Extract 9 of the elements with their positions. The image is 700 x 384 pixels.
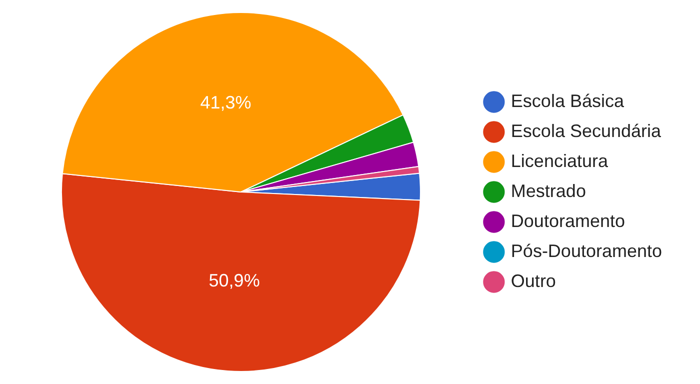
data-label: 50,9% [208,270,260,290]
legend-label: Outro [510,270,556,291]
legend-label: Escola Básica [510,90,625,111]
data-label: 41,3% [200,92,252,113]
legend-label: Escola Secundária [510,120,662,141]
legend-label: Licenciatura [510,150,609,171]
legend-label: Pós-Doutoramento [510,240,662,261]
legend-label: Doutoramento [510,210,626,231]
legend-label: Mestrado [510,180,586,201]
